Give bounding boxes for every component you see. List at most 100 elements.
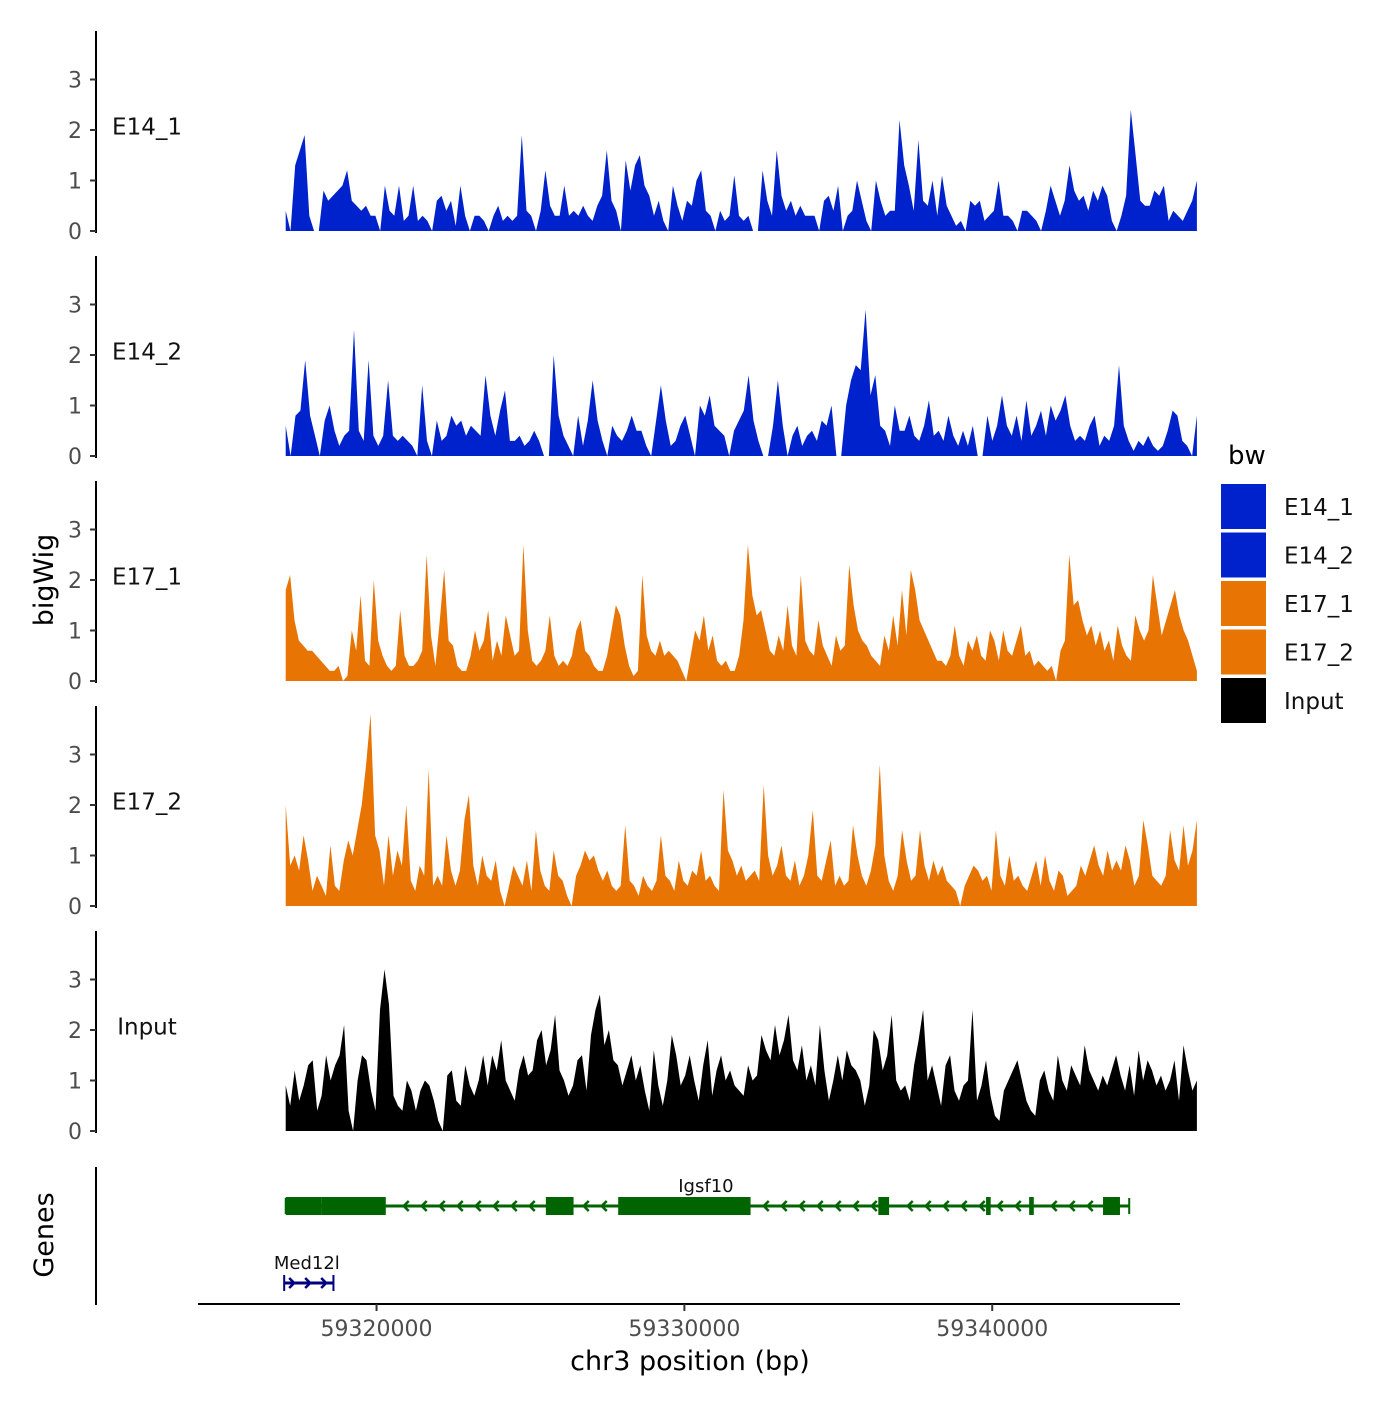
x-axis: 59320000 59330000 59340000 xyxy=(198,1303,1180,1342)
y-tick-label: 1 xyxy=(68,1070,82,1095)
strand-chevron xyxy=(455,1200,464,1212)
y-axis-title: bigWig xyxy=(29,534,60,627)
y-tick-label: 0 xyxy=(68,895,82,920)
legend-label: Input xyxy=(1284,689,1344,715)
strand-chevron xyxy=(833,1200,842,1212)
strand-chevron xyxy=(581,1200,590,1212)
gene-exon xyxy=(986,1197,991,1215)
legend-item: E17_2 xyxy=(1221,629,1354,675)
legend-item: E17_1 xyxy=(1221,581,1354,626)
strand-chevron xyxy=(941,1200,950,1212)
strand-chevron xyxy=(437,1200,446,1212)
gene-exon xyxy=(1029,1197,1034,1215)
genes-panel: Igsf10 Med12l xyxy=(95,1167,1131,1305)
gene-name-label: Igsf10 xyxy=(678,1176,733,1197)
strand-chevron xyxy=(509,1200,518,1212)
coverage-area-Input xyxy=(285,969,1197,1131)
legend-swatch xyxy=(1221,629,1266,675)
legend-swatch xyxy=(1221,678,1266,723)
legend: bw E14_1 E14_2 E17_1 E17_2 Input xyxy=(1221,441,1354,723)
strand-chevron xyxy=(923,1200,932,1212)
strand-chevron xyxy=(401,1200,410,1212)
strand-chevron xyxy=(599,1200,608,1212)
strand-chevron xyxy=(288,1277,296,1289)
track-label: E14_1 xyxy=(112,114,182,140)
strand-chevron xyxy=(995,1200,1004,1212)
legend-title: bw xyxy=(1228,441,1266,471)
y-tick-label: 2 xyxy=(68,1019,82,1044)
gene-Igsf10: Igsf10 xyxy=(284,1176,1131,1215)
legend-item: E14_1 xyxy=(1221,484,1354,529)
strand-chevron xyxy=(1067,1200,1076,1212)
y-tick-label: 3 xyxy=(68,294,82,319)
gene-exon xyxy=(321,1197,386,1215)
track-Input: 0 1 2 3 Input xyxy=(68,931,1197,1145)
strand-chevron xyxy=(1085,1200,1094,1212)
track-E17_1: 0 1 2 3 E17_1 xyxy=(68,481,1197,695)
gene-exon xyxy=(618,1197,751,1215)
x-tick-label: 59330000 xyxy=(628,1317,740,1342)
x-tick-label: 59320000 xyxy=(321,1317,433,1342)
coverage-area-E17_2 xyxy=(285,714,1197,906)
y-tick-label: 3 xyxy=(68,744,82,769)
strand-chevron xyxy=(1049,1200,1058,1212)
coverage-area-E17_1 xyxy=(285,544,1197,681)
y-tick-label: 3 xyxy=(68,969,82,994)
strand-chevron xyxy=(977,1200,986,1212)
y-tick-label: 1 xyxy=(68,170,82,195)
legend-item: E14_2 xyxy=(1221,532,1354,578)
coverage-area-E14_1 xyxy=(285,109,1197,231)
y-tick-label: 3 xyxy=(68,519,82,544)
gene-Med12l: Med12l xyxy=(274,1253,340,1291)
strand-chevron xyxy=(491,1200,500,1212)
strand-chevron xyxy=(304,1277,312,1289)
y-tick-label: 2 xyxy=(68,794,82,819)
legend-swatch xyxy=(1221,484,1266,529)
y-tick-label: 0 xyxy=(68,220,82,245)
track-label: E14_2 xyxy=(112,339,182,365)
strand-chevron xyxy=(761,1200,770,1212)
gene-exon xyxy=(545,1197,574,1215)
strand-chevron xyxy=(869,1200,878,1212)
track-E14_1: 0 1 2 3 E14_1 xyxy=(68,31,1197,245)
strand-chevron xyxy=(959,1200,968,1212)
track-panels: 0 1 2 3 E14_1 0 1 2 3 E14_2 0 1 2 3 E17_1 0 1 2 3 E17_2 0 1 2 3… xyxy=(68,31,1197,1145)
gene-exon xyxy=(878,1197,890,1215)
legend-swatch xyxy=(1221,532,1266,578)
x-tick-label: 59340000 xyxy=(936,1317,1048,1342)
legend-swatch xyxy=(1221,581,1266,626)
coverage-area-E14_2 xyxy=(285,309,1197,456)
track-label: E17_2 xyxy=(112,789,182,815)
strand-chevron xyxy=(1013,1200,1022,1212)
strand-chevron xyxy=(815,1200,824,1212)
genes-axis-title: Genes xyxy=(29,1192,60,1277)
strand-chevron xyxy=(473,1200,482,1212)
track-E17_2: 0 1 2 3 E17_2 xyxy=(68,706,1197,920)
legend-item: Input xyxy=(1221,678,1344,723)
y-tick-label: 0 xyxy=(68,670,82,695)
legend-label: E17_2 xyxy=(1284,641,1354,667)
strand-chevron xyxy=(905,1200,914,1212)
legend-label: E14_1 xyxy=(1284,495,1354,521)
strand-chevron xyxy=(419,1200,428,1212)
y-tick-label: 0 xyxy=(68,1120,82,1145)
strand-chevron xyxy=(779,1200,788,1212)
y-tick-label: 0 xyxy=(68,445,82,470)
strand-chevron xyxy=(527,1200,536,1212)
y-tick-label: 2 xyxy=(68,119,82,144)
track-E14_2: 0 1 2 3 E14_2 xyxy=(68,256,1197,470)
strand-chevron xyxy=(797,1200,806,1212)
strand-chevron xyxy=(320,1277,328,1289)
gene-exon xyxy=(1103,1197,1120,1215)
legend-label: E14_2 xyxy=(1284,544,1354,570)
track-label: Input xyxy=(117,1014,177,1040)
x-axis-title: chr3 position (bp) xyxy=(570,1346,810,1377)
legend-label: E17_1 xyxy=(1284,592,1354,618)
gene-name-label: Med12l xyxy=(274,1253,340,1274)
track-label: E17_1 xyxy=(112,564,182,590)
y-tick-label: 1 xyxy=(68,395,82,420)
y-tick-label: 2 xyxy=(68,344,82,369)
y-tick-label: 2 xyxy=(68,569,82,594)
